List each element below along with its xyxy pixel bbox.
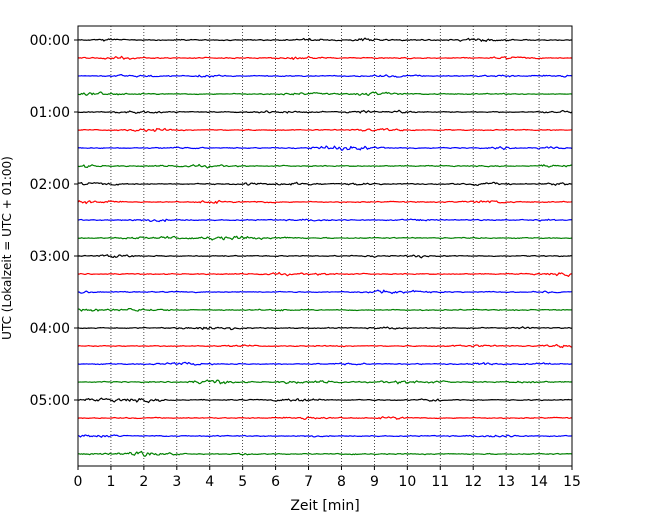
trace-0215 [77,199,573,205]
trace-0430 [77,361,573,366]
trace-0330 [77,289,573,295]
x-tick-label: 7 [304,474,313,490]
trace-0300 [77,254,573,259]
y-tick-label: 03:00 [30,249,70,265]
trace-0145 [77,163,573,169]
x-tick-label: 14 [530,474,548,490]
x-axis: 0 1 2 3 4 5 6 7 8 9 10 11 12 13 14 15 [74,466,581,490]
x-tick-label: 4 [205,474,214,490]
x-tick-label: 6 [271,474,280,490]
trace-0245 [77,235,573,241]
x-tick-label: 9 [370,474,379,490]
trace-0100 [77,109,573,114]
x-tick-label: 15 [563,474,581,490]
trace-0315 [77,271,573,277]
plot-frame [77,25,573,467]
trace-layer [77,37,573,457]
x-tick-label: 1 [106,474,115,490]
trace-0445 [77,379,573,385]
trace-0545 [77,450,573,457]
y-tick-label: 01:00 [30,105,70,121]
trace-0530 [77,434,573,438]
trace-0130 [77,145,573,151]
trace-0500 [77,397,573,404]
y-tick-label: 00:00 [30,33,70,49]
x-tick-label: 2 [139,474,148,490]
x-tick-label: 13 [497,474,515,490]
y-tick-label: 04:00 [30,321,70,337]
x-tick-label: 11 [431,474,449,490]
trace-0030 [77,74,573,78]
y-tick-label: 05:00 [30,393,70,409]
x-tick-label: 10 [398,474,416,490]
grid-layer [110,26,540,466]
trace-0415 [77,343,573,349]
x-tick-label: 5 [238,474,247,490]
x-tick-label: 12 [464,474,482,490]
trace-0000 [77,37,573,43]
trace-0115 [77,127,573,133]
x-tick-label: 3 [172,474,181,490]
trace-0200 [77,181,573,187]
x-axis-label: Zeit [min] [290,498,359,514]
y-axis: 00:00 01:00 02:00 03:00 04:00 05:00 [30,33,78,409]
x-tick-label: 8 [337,474,346,490]
x-tick-label: 0 [74,474,83,490]
trace-0515 [77,416,573,421]
trace-0345 [77,307,573,312]
trace-0045 [77,91,573,96]
trace-0230 [77,218,573,223]
trace-0015 [77,55,573,61]
y-tick-label: 02:00 [30,177,70,193]
trace-0400 [77,326,573,331]
y-axis-label: UTC (Lokalzeit = UTC + 01:00) [0,156,14,340]
